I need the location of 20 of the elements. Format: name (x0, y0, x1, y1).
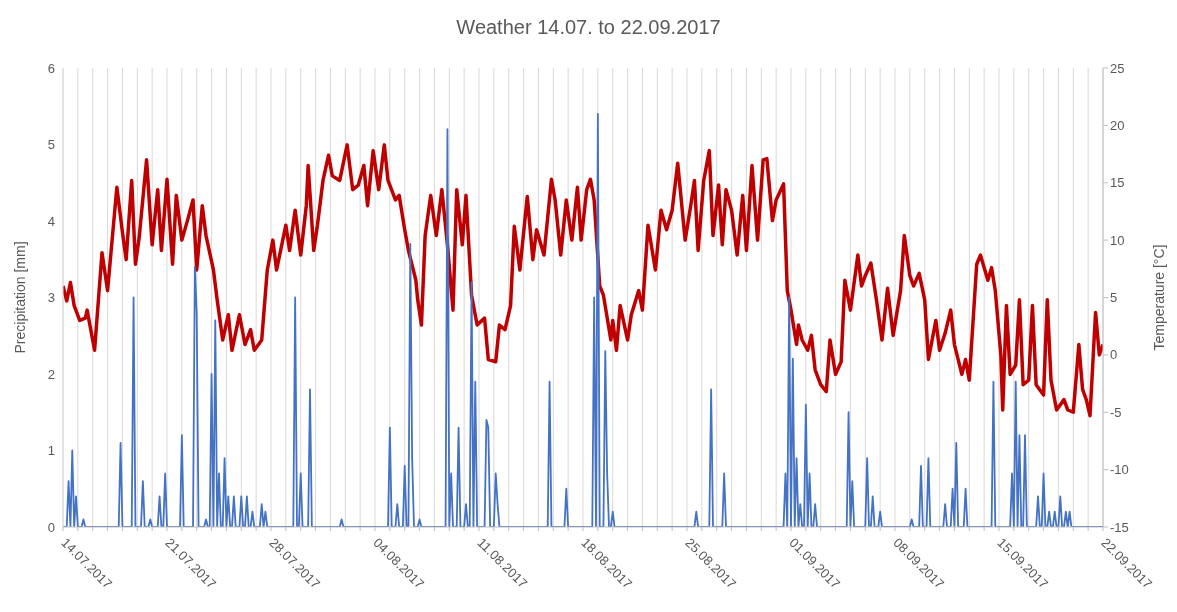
y2-tick-label: -5 (1110, 404, 1122, 420)
y-tick-label: 4 (47, 213, 55, 229)
y2-axis-title: Temperature [°C] (1150, 244, 1167, 351)
chart-title: Weather 14.07. to 22.09.2017 (455, 16, 722, 39)
y2-tick-label: 20 (1110, 117, 1125, 133)
y-tick-label: 3 (47, 290, 55, 306)
y2-tick-label: 10 (1110, 232, 1125, 248)
y2-tick-label: 0 (1110, 347, 1118, 363)
y-tick-label: 0 (47, 519, 55, 535)
y2-tick-label: 25 (1110, 60, 1125, 76)
y-tick-label: 6 (47, 60, 55, 76)
y2-tick-label: -15 (1110, 519, 1129, 535)
y-axis-title: Precipitation [mm] (11, 241, 28, 354)
y2-tick-label: -10 (1110, 462, 1129, 478)
line-series (63, 143, 1103, 418)
y2-tick-label: 5 (1110, 290, 1118, 306)
y-tick-label: 2 (47, 366, 55, 382)
y-tick-label: 1 (47, 443, 55, 459)
y2-tick-label: 15 (1110, 175, 1125, 191)
y-tick-label: 5 (47, 137, 55, 153)
